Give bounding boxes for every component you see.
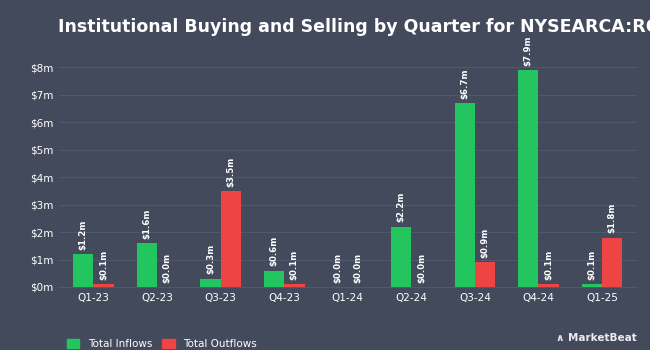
Bar <box>264 271 284 287</box>
Text: Institutional Buying and Selling by Quarter for NYSEARCA:ROAM: Institutional Buying and Selling by Quar… <box>58 18 650 36</box>
Text: $0.0m: $0.0m <box>162 253 172 283</box>
Bar <box>200 279 220 287</box>
Text: $0.6m: $0.6m <box>270 236 278 266</box>
Text: $0.0m: $0.0m <box>354 253 363 283</box>
Text: $1.8m: $1.8m <box>608 203 617 233</box>
Bar <box>582 284 602 287</box>
Text: $0.1m: $0.1m <box>290 250 299 280</box>
Text: $0.3m: $0.3m <box>206 244 215 274</box>
Bar <box>73 254 94 287</box>
Text: $0.1m: $0.1m <box>99 250 108 280</box>
Bar <box>220 191 241 287</box>
Text: $2.2m: $2.2m <box>396 192 406 222</box>
Bar <box>602 238 623 287</box>
Legend: Total Inflows, Total Outflows: Total Inflows, Total Outflows <box>64 336 260 350</box>
Text: $6.7m: $6.7m <box>460 68 469 99</box>
Bar <box>518 70 538 287</box>
Bar <box>475 262 495 287</box>
Text: $1.2m: $1.2m <box>79 219 88 250</box>
Bar <box>284 284 304 287</box>
Bar <box>136 243 157 287</box>
Text: $3.5m: $3.5m <box>226 156 235 187</box>
Text: $0.1m: $0.1m <box>588 250 596 280</box>
Text: $0.9m: $0.9m <box>480 228 489 258</box>
Text: $1.6m: $1.6m <box>142 208 151 239</box>
Text: $0.1m: $0.1m <box>544 250 553 280</box>
Text: ∧ MarketBeat: ∧ MarketBeat <box>556 333 637 343</box>
Bar <box>454 103 475 287</box>
Bar <box>391 227 411 287</box>
Text: $7.9m: $7.9m <box>524 35 533 66</box>
Bar <box>94 284 114 287</box>
Bar <box>538 284 559 287</box>
Text: $0.0m: $0.0m <box>417 253 426 283</box>
Text: $0.0m: $0.0m <box>333 253 342 283</box>
